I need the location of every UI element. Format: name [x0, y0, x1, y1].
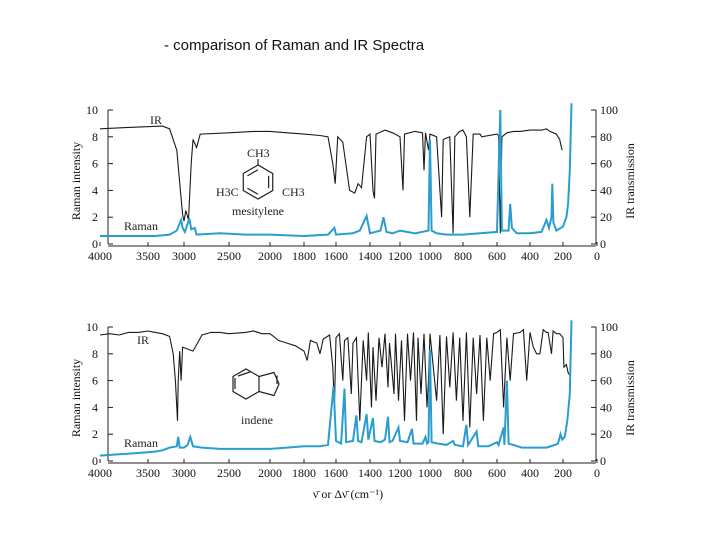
right-tick-label: 40 — [600, 400, 612, 414]
left-tick-label: 6 — [92, 157, 98, 171]
left-tick-label: 0 — [92, 454, 98, 468]
indene-five-ring — [258, 371, 280, 397]
double-bond — [247, 187, 259, 195]
left-axis-title: Raman intensity — [69, 359, 83, 437]
x-tick-label: 0 — [594, 466, 600, 480]
left-tick-label: 2 — [92, 427, 98, 441]
x-tick-label: 1000 — [418, 249, 442, 263]
series-label-ir: IR — [150, 113, 162, 127]
label-ch3-right: CH3 — [282, 185, 305, 199]
left-tick-label: 10 — [86, 320, 98, 334]
x-tick-label: 1600 — [324, 249, 348, 263]
right-axis-title: IR transmission — [623, 360, 637, 436]
left-tick-label: 4 — [92, 400, 98, 414]
x-tick-label: 1200 — [388, 466, 412, 480]
right-tick-label: 100 — [600, 320, 618, 334]
x-tick-label: 3500 — [136, 466, 160, 480]
x-tick-label: 3500 — [136, 249, 160, 263]
slide-title: - comparison of Raman and IR Spectra — [164, 37, 425, 54]
right-tick-label: 80 — [600, 130, 612, 144]
x-tick-label: 2500 — [217, 249, 241, 263]
left-tick-label: 6 — [92, 374, 98, 388]
x-tick-label: 800 — [454, 466, 472, 480]
ir-series-line — [99, 328, 571, 435]
x-tick-label: 4000 — [88, 466, 112, 480]
left-tick-label: 8 — [92, 130, 98, 144]
mesitylene-ring — [242, 164, 274, 200]
x-tick-label: 200 — [554, 249, 572, 263]
series-label-ir: IR — [137, 333, 149, 347]
right-tick-label: 60 — [600, 374, 612, 388]
left-tick-label: 8 — [92, 347, 98, 361]
x-tick-label: 200 — [554, 466, 572, 480]
right-tick-label: 100 — [600, 103, 618, 117]
right-tick-label: 20 — [600, 210, 612, 224]
right-tick-label: 80 — [600, 347, 612, 361]
x-tick-label: 1200 — [388, 249, 412, 263]
x-tick-label: 3000 — [172, 466, 196, 480]
x-tick-label: 1800 — [292, 249, 316, 263]
x-tick-label: 1400 — [358, 249, 382, 263]
left-tick-label: 10 — [86, 103, 98, 117]
double-bond — [237, 371, 251, 377]
x-tick-label: 600 — [488, 249, 506, 263]
right-tick-label: 20 — [600, 427, 612, 441]
right-axis-title: IR transmission — [623, 143, 637, 219]
left-axis-title: Raman intensity — [69, 142, 83, 220]
series-label-raman: Raman — [124, 436, 158, 450]
left-tick-label: 4 — [92, 183, 98, 197]
x-tick-label: 600 — [488, 466, 506, 480]
x-tick-label: 2000 — [258, 249, 282, 263]
molecule-name: mesitylene — [232, 204, 284, 218]
left-tick-label: 2 — [92, 210, 98, 224]
ir-series-line — [99, 125, 563, 234]
label-h3c-left: H3C — [216, 185, 239, 199]
x-axis-title: ν̄ or Δν̄ (cm⁻¹) — [313, 487, 383, 501]
x-tick-label: 800 — [454, 249, 472, 263]
x-tick-label: 0 — [594, 249, 600, 263]
raman-series-line — [100, 103, 573, 238]
x-tick-label: 1000 — [418, 466, 442, 480]
x-tick-label: 4000 — [88, 249, 112, 263]
series-label-raman: Raman — [124, 219, 158, 233]
x-tick-label: 1800 — [292, 466, 316, 480]
molecule-name: indene — [241, 413, 273, 427]
right-tick-label: 0 — [600, 237, 606, 251]
x-tick-label: 2000 — [258, 466, 282, 480]
x-tick-label: 400 — [521, 466, 539, 480]
double-bond — [247, 169, 259, 177]
label-ch3-top: CH3 — [247, 146, 270, 160]
raman-series-line — [99, 320, 573, 457]
right-tick-label: 40 — [600, 183, 612, 197]
left-tick-label: 0 — [92, 237, 98, 251]
x-tick-label: 1600 — [324, 466, 348, 480]
x-tick-label: 400 — [521, 249, 539, 263]
x-tick-label: 2500 — [217, 466, 241, 480]
right-tick-label: 0 — [600, 454, 606, 468]
right-tick-label: 60 — [600, 157, 612, 171]
x-tick-label: 3000 — [172, 249, 196, 263]
x-tick-label: 1400 — [358, 466, 382, 480]
